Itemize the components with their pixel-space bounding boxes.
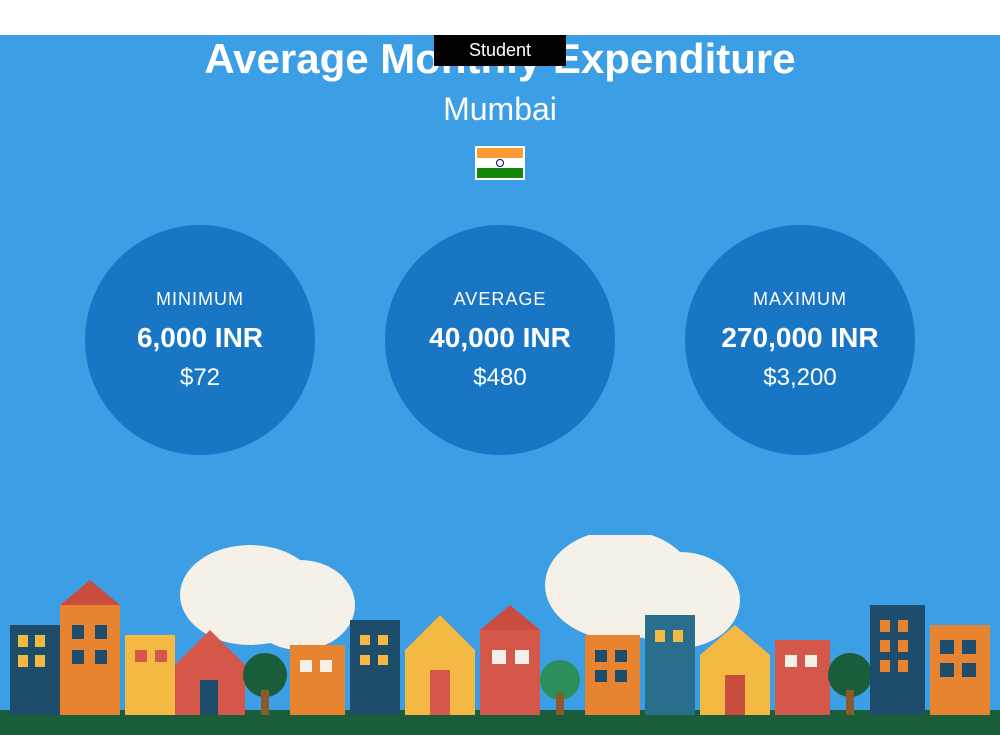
india-flag-icon	[475, 146, 525, 180]
infographic-container: Student Average Monthly Expenditure Mumb…	[0, 35, 1000, 735]
minimum-stat-circle: MINIMUM 6,000 INR $72	[85, 225, 315, 455]
stat-value-inr: 6,000 INR	[137, 322, 263, 354]
stat-value-usd: $3,200	[763, 364, 836, 392]
flag-green-stripe	[477, 168, 523, 178]
stat-value-inr: 40,000 INR	[429, 322, 571, 354]
stat-circles-row: MINIMUM 6,000 INR $72 AVERAGE 40,000 INR…	[0, 225, 1000, 455]
average-stat-circle: AVERAGE 40,000 INR $480	[385, 225, 615, 455]
badge-text: Student	[469, 40, 531, 60]
stat-label: AVERAGE	[454, 289, 547, 310]
city-subtitle: Mumbai	[0, 91, 1000, 128]
flag-saffron-stripe	[477, 148, 523, 158]
flag-chakra-icon	[496, 159, 504, 167]
stat-value-usd: $72	[180, 364, 220, 392]
category-badge: Student	[434, 35, 566, 66]
stat-value-usd: $480	[473, 364, 526, 392]
stat-label: MINIMUM	[156, 289, 244, 310]
maximum-stat-circle: MAXIMUM 270,000 INR $3,200	[685, 225, 915, 455]
cityscape-illustration	[0, 535, 1000, 735]
stat-value-inr: 270,000 INR	[721, 322, 878, 354]
stat-label: MAXIMUM	[753, 289, 847, 310]
